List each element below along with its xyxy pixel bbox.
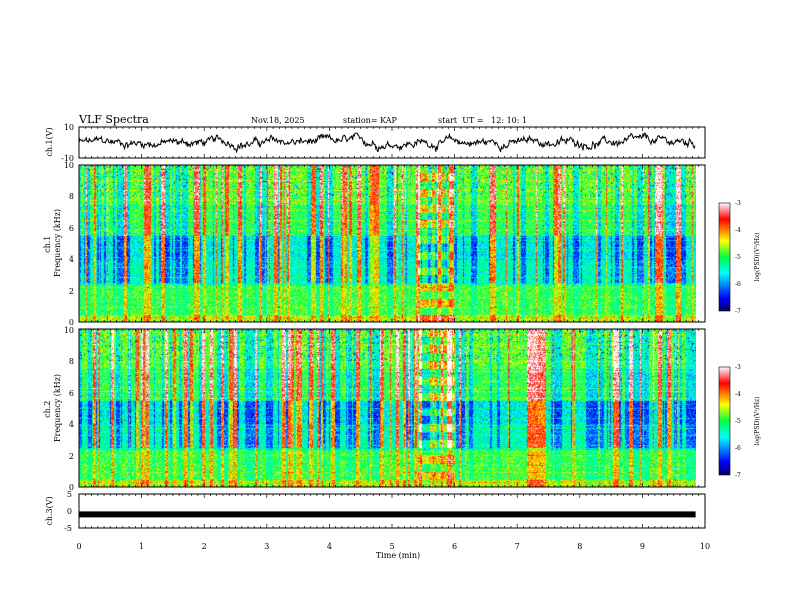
x-tick-label: 6 — [452, 542, 457, 551]
ch3-ytick-top: 5 — [67, 490, 72, 499]
ch2-spectrogram-panel: 0 2 4 6 8 10 ch.2 Frequency (kHz) — [43, 326, 706, 492]
x-axis-label: Time (min) — [376, 551, 420, 560]
x-tick-label: 3 — [264, 542, 269, 551]
ch1-ylabel: ch.1(V) — [45, 127, 54, 156]
ch2-freq-tick-10: 10 — [64, 326, 74, 335]
ch2-cbar-tick-m6: -6 — [735, 445, 741, 452]
start-time-label: start UT = 12: 10: 1 — [438, 116, 527, 125]
ch1-cbar-label: log(PSD)(V²/Hz) — [754, 233, 761, 282]
ch3-ytick-bottom: -5 — [64, 524, 72, 533]
ch2-freq-tick-0: 0 — [69, 483, 74, 492]
ch2-cbar-tick-m5: -5 — [735, 418, 741, 425]
ch2-cbar-tick-m4: -4 — [735, 391, 741, 398]
spectrogram-raster — [79, 329, 696, 487]
ch1-ytick-top: 10 — [64, 123, 74, 132]
x-tick-label: 1 — [139, 542, 144, 551]
ch1-freq-tick-4: 4 — [69, 255, 74, 264]
spectrogram-raster — [79, 165, 696, 322]
x-tick-label: 7 — [515, 542, 520, 551]
axis-tick-marks — [78, 127, 706, 528]
ch2-spectrogram-heatmap — [79, 329, 696, 487]
ch3-waveform-panel: 5 0 -5 ch.3(V) — [45, 490, 706, 533]
ch2-freq-tick-8: 8 — [69, 357, 74, 366]
ch2-cbar-tick-m7: -7 — [735, 472, 741, 479]
ch2-freq-tick-6: 6 — [69, 389, 74, 398]
ch1-freq-tick-2: 2 — [69, 287, 74, 296]
x-tick-label: 2 — [202, 542, 207, 551]
station-label: station= KAP — [343, 116, 398, 125]
ch3-waveform-frame — [78, 493, 706, 529]
ch1-ytick-bottom: -10 — [61, 154, 74, 163]
ch3-ytick-mid: 0 — [67, 507, 72, 516]
x-tick-label: 10 — [700, 542, 710, 551]
ch1-colorbar-gradient — [718, 202, 731, 312]
ch1-freq-tick-8: 8 — [69, 192, 74, 201]
ch2-colorbar-gradient — [718, 366, 731, 476]
ch1-colorbar: -3 -4 -5 -6 -7 log(PSD)(V²/Hz) — [718, 200, 761, 315]
x-tick-label: 9 — [640, 542, 645, 551]
x-tick-label: 0 — [76, 542, 81, 551]
ch1-cbar-tick-m5: -5 — [735, 254, 741, 261]
ch1-waveform-line — [78, 132, 696, 154]
ch2-cbar-tick-m3: -3 — [735, 364, 741, 371]
ch1-freq-tick-0: 0 — [69, 318, 74, 327]
x-tick-label: 5 — [389, 542, 394, 551]
ch2-cbar-label: log(PSD)(V²/Hz) — [754, 397, 761, 446]
ch1-waveform-panel: 10 -10 ch.1(V) — [45, 123, 706, 163]
x-axis-tick-labels: 0 1 2 3 4 5 6 7 8 9 10 — [76, 542, 710, 551]
date-label: Nov.18, 2025 — [251, 116, 305, 125]
ch1-cbar-tick-m7: -7 — [735, 308, 741, 315]
ch2-colorbar: -3 -4 -5 -6 -7 log(PSD)(V²/Hz) — [718, 364, 761, 479]
x-tick-label: 8 — [577, 542, 582, 551]
ch3-waveform-band — [79, 511, 696, 518]
ch1-cbar-tick-m3: -3 — [735, 200, 741, 207]
ch1-freq-tick-6: 6 — [69, 224, 74, 233]
figure-title: VLF Spectra — [78, 113, 149, 126]
ch1-spectrogram-heatmap — [79, 165, 696, 322]
ch1-freq-tick-10: 10 — [64, 161, 74, 170]
ch1-spectrogram-panel: 0 2 4 6 8 10 ch.1 Frequency (kHz) — [43, 161, 706, 327]
ch1-cbar-tick-m6: -6 — [735, 281, 741, 288]
ch3-ylabel: ch.3(V) — [45, 496, 54, 525]
ch1-cbar-tick-m4: -4 — [735, 227, 741, 234]
x-tick-label: 4 — [327, 542, 332, 551]
ch1-freq-ylabel: ch.1 Frequency (kHz) — [43, 209, 62, 277]
ch2-freq-tick-4: 4 — [69, 420, 74, 429]
ch2-freq-tick-2: 2 — [69, 452, 74, 461]
ch2-freq-ylabel: ch.2 Frequency (kHz) — [43, 374, 62, 442]
